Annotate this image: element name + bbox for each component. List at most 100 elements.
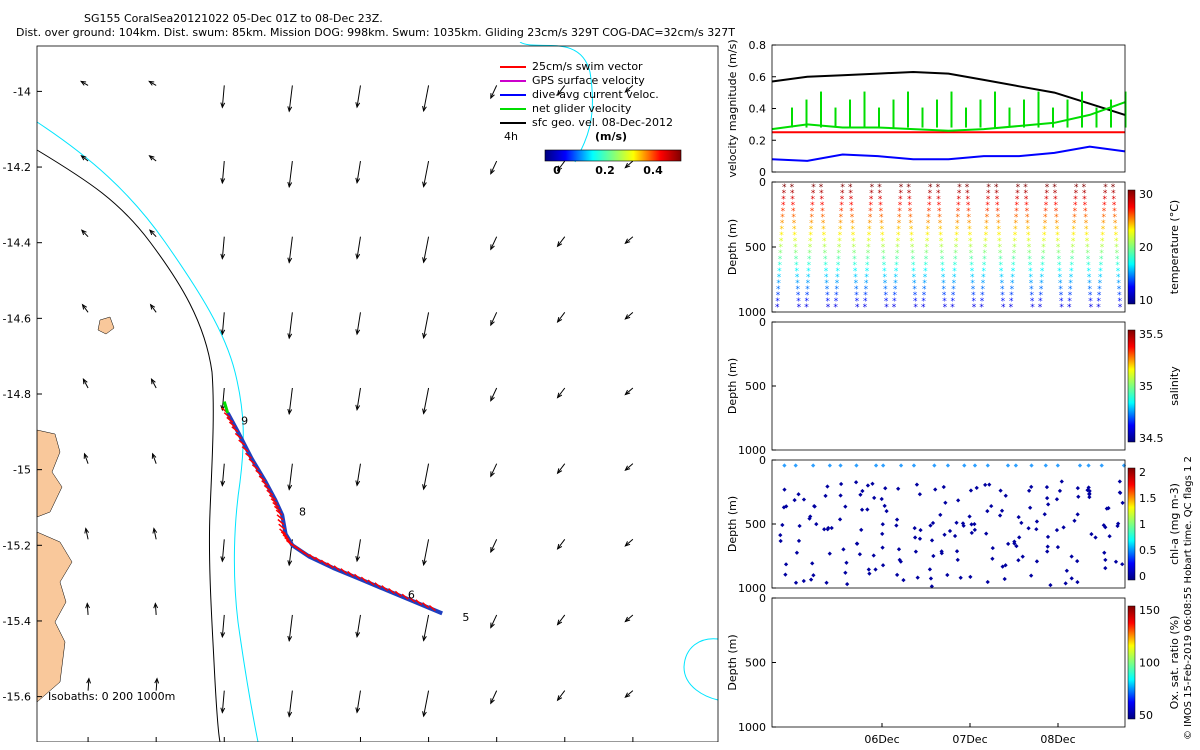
temp-sample: * <box>837 249 842 259</box>
y-tick-label: -14.4 <box>3 237 31 250</box>
temp-sample: * <box>1071 231 1076 241</box>
temp-sample: * <box>839 201 844 211</box>
geo-velocity-arrow <box>557 160 566 171</box>
temp-sample: * <box>1057 261 1062 271</box>
temp-sample: * <box>790 195 795 205</box>
geo-velocity-arrow <box>288 463 293 490</box>
chla-sample <box>901 577 906 583</box>
temp-sample: * <box>834 297 839 307</box>
temp-sample: * <box>1041 255 1046 265</box>
temp-sample: * <box>851 237 856 247</box>
swim-vector <box>284 536 292 544</box>
land-patch <box>97 316 115 335</box>
temp-sample: * <box>867 231 872 241</box>
temp-sample: * <box>895 243 900 253</box>
y-tick-label: -15 <box>13 464 31 477</box>
temp-sample: * <box>810 207 815 217</box>
geo-velocity-arrowhead <box>624 541 631 547</box>
panel-frame <box>771 459 1126 589</box>
temp-sample: * <box>824 273 829 283</box>
temp-sample: * <box>869 189 874 199</box>
temp-sample: * <box>1073 201 1078 211</box>
temp-sample: * <box>853 261 858 271</box>
temp-sample: * <box>1027 249 1032 259</box>
temp-sample: * <box>971 285 976 295</box>
chla-sample <box>857 552 862 557</box>
temp-sample: * <box>826 303 831 313</box>
temp-sample: * <box>910 243 915 253</box>
chla-sample <box>933 487 938 492</box>
colorbar-tick-label: 0.2 <box>595 164 615 177</box>
geo-velocity-arrowhead <box>556 695 563 702</box>
chla-sample <box>914 482 920 487</box>
temp-sample: * <box>1084 225 1089 235</box>
temp-sample: * <box>879 213 884 223</box>
temp-sample: * <box>823 249 828 259</box>
chla-sample <box>1045 544 1050 549</box>
temp-sample: * <box>1012 243 1017 253</box>
temp-sample: * <box>852 243 857 253</box>
chla-sample <box>955 557 960 563</box>
geo-velocity-arrowhead <box>85 602 90 609</box>
geo-velocity-arrow <box>624 311 634 320</box>
temp-sample: * <box>1083 201 1088 211</box>
temp-sample: * <box>776 285 781 295</box>
temp-sample: * <box>1087 273 1092 283</box>
temp-sample: * <box>922 285 927 295</box>
temp-sample: * <box>940 261 945 271</box>
temp-sample: * <box>998 249 1003 259</box>
geo-velocity-arrow <box>490 387 498 401</box>
temp-sample: * <box>877 183 882 193</box>
chla-sample <box>894 517 900 522</box>
temp-sample: * <box>853 273 858 283</box>
temp-sample: * <box>950 303 955 313</box>
temp-sample: * <box>1023 183 1028 193</box>
temp-sample: * <box>936 189 941 199</box>
chla-sample <box>796 538 802 544</box>
panel-frame <box>771 181 1126 313</box>
chla-sample <box>844 560 849 565</box>
swim-vector <box>279 528 287 535</box>
temp-sample: * <box>794 255 799 265</box>
temp-sample: * <box>1040 261 1045 271</box>
temp-sample: * <box>852 255 857 265</box>
geo-velocity-arrow <box>150 304 157 313</box>
y-tick-label: 0.8 <box>749 39 767 52</box>
temp-sample: * <box>938 231 943 241</box>
legend-label: dive-avg current veloc. <box>532 88 659 101</box>
chla-sample <box>1116 521 1121 526</box>
temp-sample: * <box>907 201 912 211</box>
chla-sample <box>780 522 785 528</box>
temp-sample: * <box>778 255 783 265</box>
temp-sample: * <box>839 207 844 217</box>
geo-velocity-arrow <box>82 378 89 389</box>
temp-sample: * <box>868 207 873 217</box>
temp-sample: * <box>971 291 976 301</box>
temp-sample: * <box>853 267 858 277</box>
temp-sample: * <box>983 237 988 247</box>
temp-sample: * <box>1085 249 1090 259</box>
temp-sample: * <box>953 261 958 271</box>
temp-sample: * <box>1015 201 1020 211</box>
temp-sample: * <box>805 285 810 295</box>
temp-sample: * <box>898 201 903 211</box>
swim-vector <box>302 551 310 558</box>
chla-sample <box>1055 545 1061 550</box>
geo-velocity-arrowhead <box>148 80 155 86</box>
temp-sample: * <box>825 291 830 301</box>
panel-frame <box>771 44 1126 173</box>
chla-sample <box>880 545 885 550</box>
chla-sample <box>867 571 872 576</box>
temp-sample: * <box>952 279 957 289</box>
geo-velocity-arrow <box>221 614 225 637</box>
legend-label: 25cm/s swim vector <box>532 60 643 73</box>
temp-sample: * <box>1113 213 1118 223</box>
y-axis-label: Depth (m) <box>726 219 739 275</box>
temp-sample: * <box>808 237 813 247</box>
geo-velocity-arrow <box>356 387 361 410</box>
temp-sample: * <box>897 207 902 217</box>
chla-sample <box>1017 535 1022 540</box>
geo-velocity-arrow <box>288 236 293 263</box>
chla-sample <box>1121 463 1127 468</box>
swim-vector <box>228 421 236 428</box>
